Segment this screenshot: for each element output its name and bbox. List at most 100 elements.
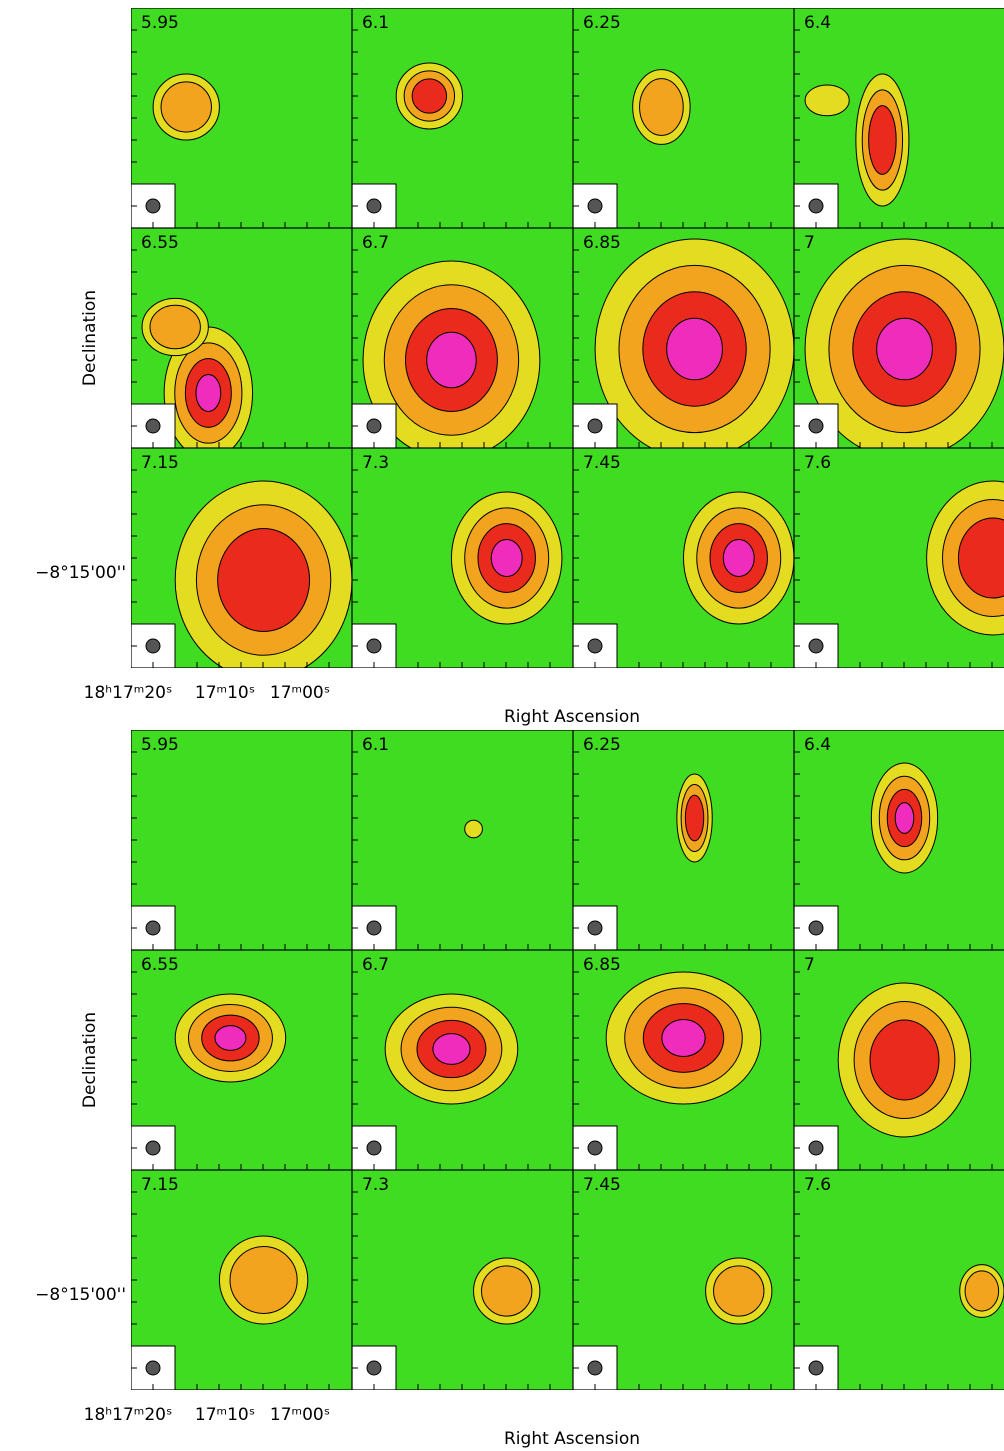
panel <box>352 1170 573 1390</box>
beam <box>366 1140 382 1156</box>
beam <box>587 1360 603 1376</box>
x-tick-label: 17ᵐ10ˢ <box>195 683 255 703</box>
beam <box>145 418 161 434</box>
x-axis-label: Right Ascension <box>504 707 640 727</box>
emission <box>894 802 915 834</box>
channel-label: 7 <box>804 233 815 253</box>
emission <box>876 317 933 381</box>
beam-box <box>352 623 397 668</box>
panel <box>573 950 794 1170</box>
channel-label: 7.45 <box>583 453 621 473</box>
emission <box>217 528 311 632</box>
beam <box>145 638 161 654</box>
y-tick-label: −8°15'00'' <box>35 1285 126 1305</box>
panel <box>794 8 1004 228</box>
panel <box>131 448 352 668</box>
beam <box>145 920 161 936</box>
channel-label: 6.7 <box>362 955 389 975</box>
figure: 5.95 6.1 6.25 6.4 6.55 6.7 6.85 7 7.15 7.3 7.45 7.6… <box>35 8 1004 727</box>
panel <box>352 8 573 228</box>
panel <box>794 730 1004 950</box>
figure: 5.95 6.1 6.25 6.4 6.55 6.7 6.85 7 7.15 7.3 7.45 7.6… <box>35 730 1004 1449</box>
beam <box>808 1360 824 1376</box>
panel <box>352 950 573 1170</box>
beam <box>808 198 824 214</box>
x-tick-label: 17ᵐ00ˢ <box>270 1405 330 1425</box>
channel-label: 6.1 <box>362 13 389 33</box>
beam <box>808 418 824 434</box>
panel <box>131 228 352 448</box>
panel <box>573 1170 794 1390</box>
emission <box>722 539 755 577</box>
panel <box>573 448 794 668</box>
panel <box>794 950 1004 1170</box>
beam-box <box>352 403 397 448</box>
beam <box>145 1140 161 1156</box>
channel-label: 7.3 <box>362 1175 389 1195</box>
channel-label: 7.45 <box>583 1175 621 1195</box>
x-tick-label: 18ʰ17ᵐ20ˢ <box>84 1405 173 1425</box>
beam <box>808 638 824 654</box>
emission <box>229 1246 298 1314</box>
emission <box>464 819 483 839</box>
panel <box>573 8 794 228</box>
emission <box>713 1265 765 1317</box>
channel-label: 6.25 <box>583 735 621 755</box>
beam <box>366 418 382 434</box>
beam <box>587 638 603 654</box>
channel-label: 6.7 <box>362 233 389 253</box>
emission <box>957 517 1004 599</box>
channel-label: 6.4 <box>804 13 831 33</box>
x-tick-label: 18ʰ17ᵐ20ˢ <box>84 683 173 703</box>
emission <box>661 1019 706 1057</box>
panel <box>794 1170 1004 1390</box>
beam <box>145 198 161 214</box>
emission <box>432 1033 471 1065</box>
emission <box>411 78 448 114</box>
channel-label: 7.6 <box>804 453 831 473</box>
panel <box>131 1170 352 1390</box>
panel <box>131 8 352 228</box>
beam <box>587 920 603 936</box>
beam <box>366 638 382 654</box>
emission <box>666 317 723 381</box>
y-axis-label: Declination <box>80 290 100 386</box>
panel <box>573 228 794 448</box>
emission <box>869 1019 940 1101</box>
x-tick-label: 17ᵐ00ˢ <box>270 683 330 703</box>
emission <box>481 1265 533 1317</box>
panel <box>352 228 573 448</box>
y-axis-label: Declination <box>80 1012 100 1108</box>
y-tick-label: −8°15'00'' <box>35 563 126 583</box>
emission <box>804 84 850 117</box>
channel-label: 7.3 <box>362 453 389 473</box>
emission <box>214 1025 247 1051</box>
emission <box>684 794 705 842</box>
beam <box>366 1360 382 1376</box>
channel-label: 5.95 <box>141 735 179 755</box>
panel <box>352 730 573 950</box>
channel-label: 6.85 <box>583 955 621 975</box>
channel-label: 6.25 <box>583 13 621 33</box>
channel-label: 7.15 <box>141 1175 179 1195</box>
emission <box>426 331 477 389</box>
emission <box>639 78 684 136</box>
beam <box>587 1140 603 1156</box>
channel-label: 7.6 <box>804 1175 831 1195</box>
channel-label: 6.85 <box>583 233 621 253</box>
beam <box>145 1360 161 1376</box>
emission <box>149 304 201 350</box>
emission <box>195 374 222 412</box>
emission <box>868 105 897 175</box>
x-axis-label: Right Ascension <box>504 1429 640 1449</box>
panel <box>352 448 573 668</box>
panel <box>131 730 352 950</box>
channel-label: 6.4 <box>804 735 831 755</box>
beam <box>808 920 824 936</box>
beam <box>587 418 603 434</box>
channel-label: 5.95 <box>141 13 179 33</box>
beam <box>587 198 603 214</box>
panel <box>573 730 794 950</box>
panel <box>131 950 352 1170</box>
channel-label: 7 <box>804 955 815 975</box>
